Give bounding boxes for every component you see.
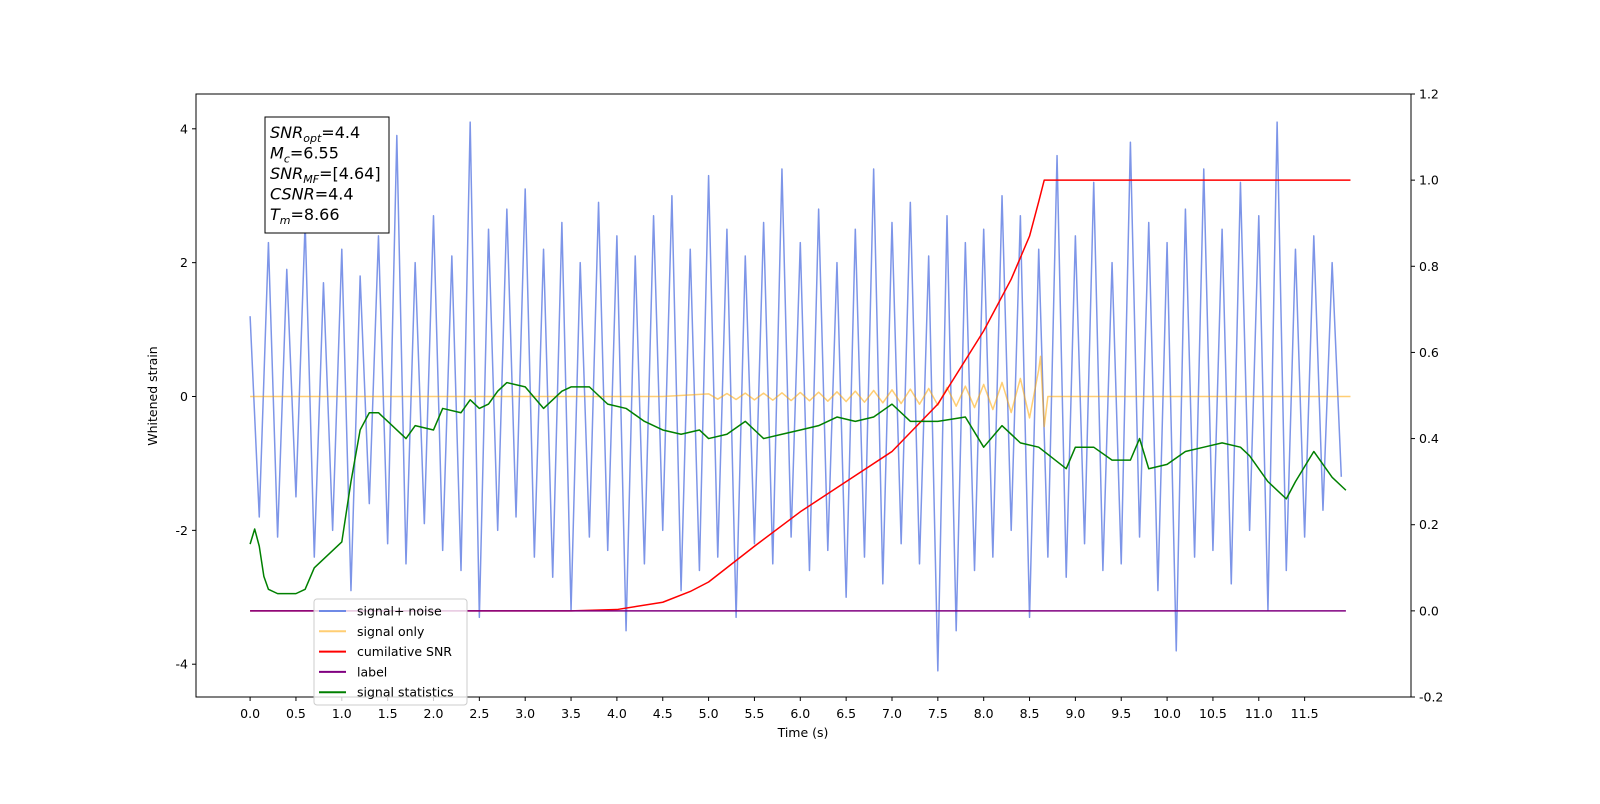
y2-tick-label: 0.8 xyxy=(1419,259,1439,274)
annotation-part: MF xyxy=(303,173,319,186)
annotation-part: =[4.64] xyxy=(319,164,381,183)
annotation: Mc=6.55 xyxy=(270,144,339,166)
x-tick-label: 11.0 xyxy=(1245,706,1273,721)
y-tick-label: 2 xyxy=(180,255,188,270)
x-tick-label: 4.5 xyxy=(653,706,673,721)
annotation-part: =4.4 xyxy=(321,123,360,142)
x-tick-label: 6.5 xyxy=(836,706,856,721)
legend-frame xyxy=(313,598,468,706)
annotation: SNRMF=[4.64] xyxy=(270,164,381,186)
y2-tick-label: 1.2 xyxy=(1419,87,1439,102)
x-tick-label: 1.5 xyxy=(378,706,398,721)
y2-tick-label: 0.2 xyxy=(1419,517,1439,532)
x-tick-label: 2.5 xyxy=(469,706,489,721)
series-line xyxy=(250,179,1351,612)
y2-tick-label: 0.6 xyxy=(1419,345,1439,360)
legend-label: signal only xyxy=(357,624,425,639)
x-tick-label: 6.0 xyxy=(790,706,810,721)
x-tick-label: 7.0 xyxy=(882,706,902,721)
y2-tick-label: 0.4 xyxy=(1419,431,1439,446)
annotation: SNRopt=4.4 xyxy=(270,123,360,145)
x-tick-label: 0.5 xyxy=(286,706,306,721)
y-tick-label: -4 xyxy=(176,657,189,672)
series-line xyxy=(249,381,1347,595)
y-axis-label: Whitened strain xyxy=(145,346,160,445)
y2-tick-label: -0.2 xyxy=(1419,690,1443,705)
x-tick-label: 0.0 xyxy=(240,706,260,721)
y-tick-label: 0 xyxy=(180,389,188,404)
x-tick-label: 5.0 xyxy=(699,706,719,721)
x-tick-label: 3.5 xyxy=(561,706,581,721)
annotation-part: SNR xyxy=(270,164,303,183)
annotation-part: m xyxy=(280,214,291,227)
annotation: CSNR=4.4 xyxy=(270,185,354,204)
annotation-part: =4.4 xyxy=(315,185,354,204)
y2-tick-label: 1.0 xyxy=(1419,173,1439,188)
legend-label: cumilative SNR xyxy=(357,644,452,659)
axes-frame xyxy=(195,93,1412,698)
x-tick-label: 1.0 xyxy=(332,706,352,721)
x-tick-label: 9.0 xyxy=(1065,706,1085,721)
legend-label: label xyxy=(357,664,387,679)
legend: signal+ noise signal only cumilative SNR la… xyxy=(313,598,468,706)
y2-tick-label: 0.0 xyxy=(1419,603,1439,618)
annotation-frame xyxy=(264,116,390,234)
y-tick-label: 4 xyxy=(180,121,188,136)
series-line xyxy=(249,121,1343,672)
y-tick-label: -2 xyxy=(176,523,188,538)
annotation-part: SNR xyxy=(270,123,303,142)
x-tick-label: 10.5 xyxy=(1199,706,1227,721)
legend-label: signal statistics xyxy=(357,685,454,700)
x-tick-label: 2.0 xyxy=(424,706,444,721)
x-tick-label: 11.5 xyxy=(1291,706,1319,721)
annotation-part: M xyxy=(270,144,284,163)
series-line xyxy=(250,355,1351,428)
x-tick-label: 5.5 xyxy=(744,706,764,721)
x-tick-label: 8.5 xyxy=(1020,706,1040,721)
x-tick-label: 8.0 xyxy=(974,706,994,721)
legend-label: signal+ noise xyxy=(357,604,442,619)
x-tick-label: 7.5 xyxy=(928,706,948,721)
x-tick-label: 3.0 xyxy=(515,706,535,721)
annotation-part: CSNR xyxy=(270,185,315,204)
annotation-part: c xyxy=(284,153,290,166)
annotation-part: T xyxy=(270,205,281,224)
x-tick-label: 9.5 xyxy=(1111,706,1131,721)
annotation-part: =6.55 xyxy=(290,144,339,163)
x-axis-label: Time (s) xyxy=(777,725,829,740)
annotation-part: opt xyxy=(303,132,322,145)
annotation-part: =8.66 xyxy=(291,205,340,224)
annotation-box: SNRopt=4.4Mc=6.55SNRMF=[4.64]CSNR=4.4Tm=… xyxy=(264,116,390,234)
x-tick-label: 10.0 xyxy=(1153,706,1181,721)
annotation: Tm=8.66 xyxy=(270,205,340,227)
x-tick-label: 4.0 xyxy=(607,706,627,721)
